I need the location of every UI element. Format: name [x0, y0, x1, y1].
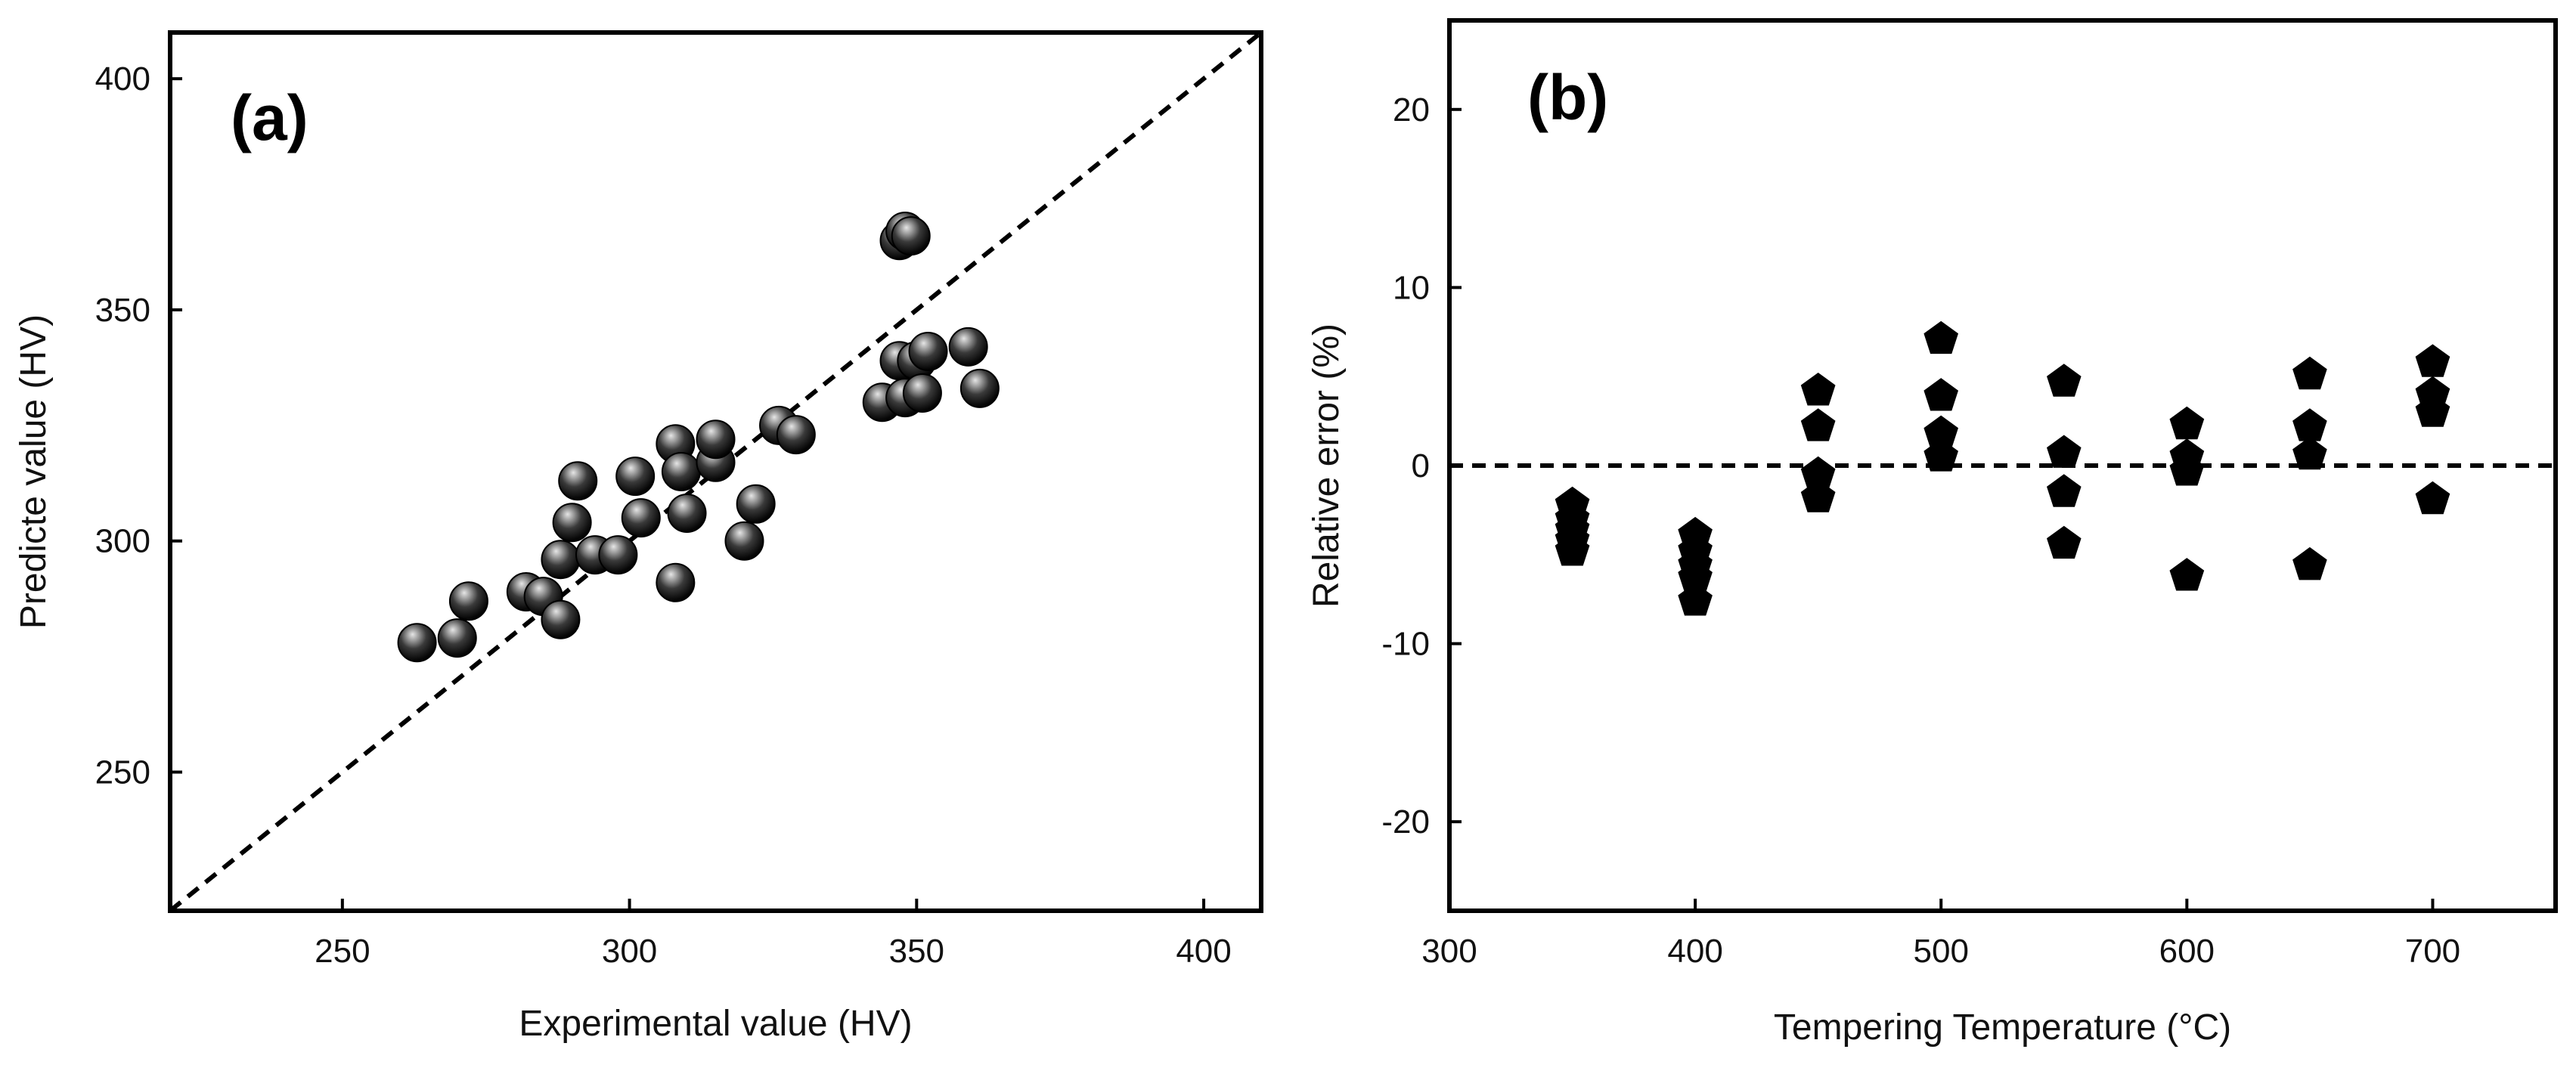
b-data-point	[2047, 474, 2082, 507]
panel-b: 300 400 500 600 700 -20 -10 0 10 20 Tempering Te…	[1307, 18, 2558, 1048]
b-data-point	[1800, 479, 1836, 512]
b-y-tick-label: -20	[1381, 803, 1430, 840]
b-x-axis: 300 400 500 600 700	[1421, 899, 2460, 970]
b-data-point	[1800, 373, 1836, 406]
a-x-tick-label: 350	[889, 933, 944, 970]
a-reference-line	[169, 30, 1263, 913]
b-panel-label: (b)	[1527, 62, 1608, 133]
a-data-point	[621, 498, 661, 538]
b-data-point	[1923, 415, 1958, 448]
a-data-point	[541, 540, 581, 580]
b-data-point	[1678, 583, 1713, 616]
a-data-point	[598, 535, 638, 575]
b-data-point	[2169, 453, 2205, 486]
a-y-axis-title: Predicte value (HV)	[14, 314, 54, 629]
a-data-point	[558, 461, 598, 501]
b-data-point	[2415, 344, 2450, 377]
a-data-point	[736, 484, 776, 524]
a-data-point	[541, 599, 581, 639]
b-data-point	[2292, 356, 2327, 390]
b-x-tick-label: 700	[2405, 933, 2460, 970]
b-data-point	[1555, 533, 1590, 566]
a-y-tick-label: 300	[95, 523, 150, 560]
b-data-points	[1555, 320, 2450, 616]
b-y-axis: -20 -10 0 10 20	[1381, 91, 1462, 840]
a-plot-frame	[168, 30, 1263, 913]
a-data-point	[696, 419, 736, 460]
b-data-point	[1923, 378, 1958, 411]
b-x-tick-label: 400	[1667, 933, 1722, 970]
a-panel-label: (a)	[231, 82, 308, 153]
b-data-point	[2415, 481, 2450, 515]
b-y-tick-label: 20	[1393, 91, 1430, 128]
a-data-point	[891, 216, 931, 256]
a-data-point	[959, 368, 1000, 408]
a-y-tick-label: 250	[95, 754, 150, 791]
b-data-point	[1923, 438, 1958, 472]
a-data-point	[908, 331, 948, 371]
b-data-point	[2169, 558, 2205, 591]
a-reference-line-path	[169, 30, 1263, 913]
a-data-point	[661, 452, 701, 491]
a-data-point	[656, 562, 696, 602]
a-data-point	[667, 494, 707, 534]
a-data-points	[397, 211, 1000, 663]
b-data-point	[2292, 408, 2327, 441]
b-data-point	[2292, 436, 2327, 470]
a-data-point	[776, 415, 816, 455]
a-x-tick-label: 400	[1176, 933, 1231, 970]
b-data-point	[2047, 364, 2082, 397]
b-data-point	[1923, 320, 1958, 354]
a-y-tick-label: 350	[95, 292, 150, 329]
a-x-axis: 250 300 350 400	[315, 899, 1232, 970]
b-data-point	[2415, 394, 2450, 427]
a-y-axis: 250 300 350 400	[95, 60, 182, 791]
a-data-point	[724, 521, 764, 561]
b-y-tick-label: 0	[1412, 447, 1430, 484]
b-y-tick-label: 10	[1393, 269, 1430, 306]
a-data-point	[615, 457, 656, 497]
a-x-axis-title: Experimental value (HV)	[519, 1004, 912, 1044]
b-x-tick-label: 600	[2159, 933, 2215, 970]
b-data-point	[1800, 456, 1836, 490]
a-x-tick-label: 300	[602, 933, 657, 970]
a-x-tick-label: 250	[315, 933, 370, 970]
a-data-point	[448, 581, 488, 621]
b-x-axis-title: Tempering Temperature (°C)	[1774, 1008, 2231, 1048]
a-data-point	[397, 623, 437, 663]
b-data-point	[2169, 406, 2205, 440]
b-data-point	[2047, 435, 2082, 468]
a-data-point	[902, 373, 942, 413]
a-data-point	[948, 327, 988, 367]
a-data-point	[552, 503, 592, 543]
b-x-tick-label: 300	[1421, 933, 1477, 970]
b-data-point	[2047, 525, 2082, 559]
b-x-tick-label: 500	[1914, 933, 1969, 970]
b-data-point	[1678, 559, 1713, 593]
a-y-tick-label: 400	[95, 60, 150, 98]
b-data-point	[2292, 546, 2327, 580]
b-data-point	[1800, 408, 1836, 441]
b-y-axis-title: Relative error (%)	[1307, 323, 1347, 608]
a-data-point	[437, 618, 477, 658]
b-y-tick-label: -10	[1381, 626, 1430, 663]
panel-a: 250 300 350 400 250 300 350 400 Experimental v…	[14, 30, 1263, 1044]
